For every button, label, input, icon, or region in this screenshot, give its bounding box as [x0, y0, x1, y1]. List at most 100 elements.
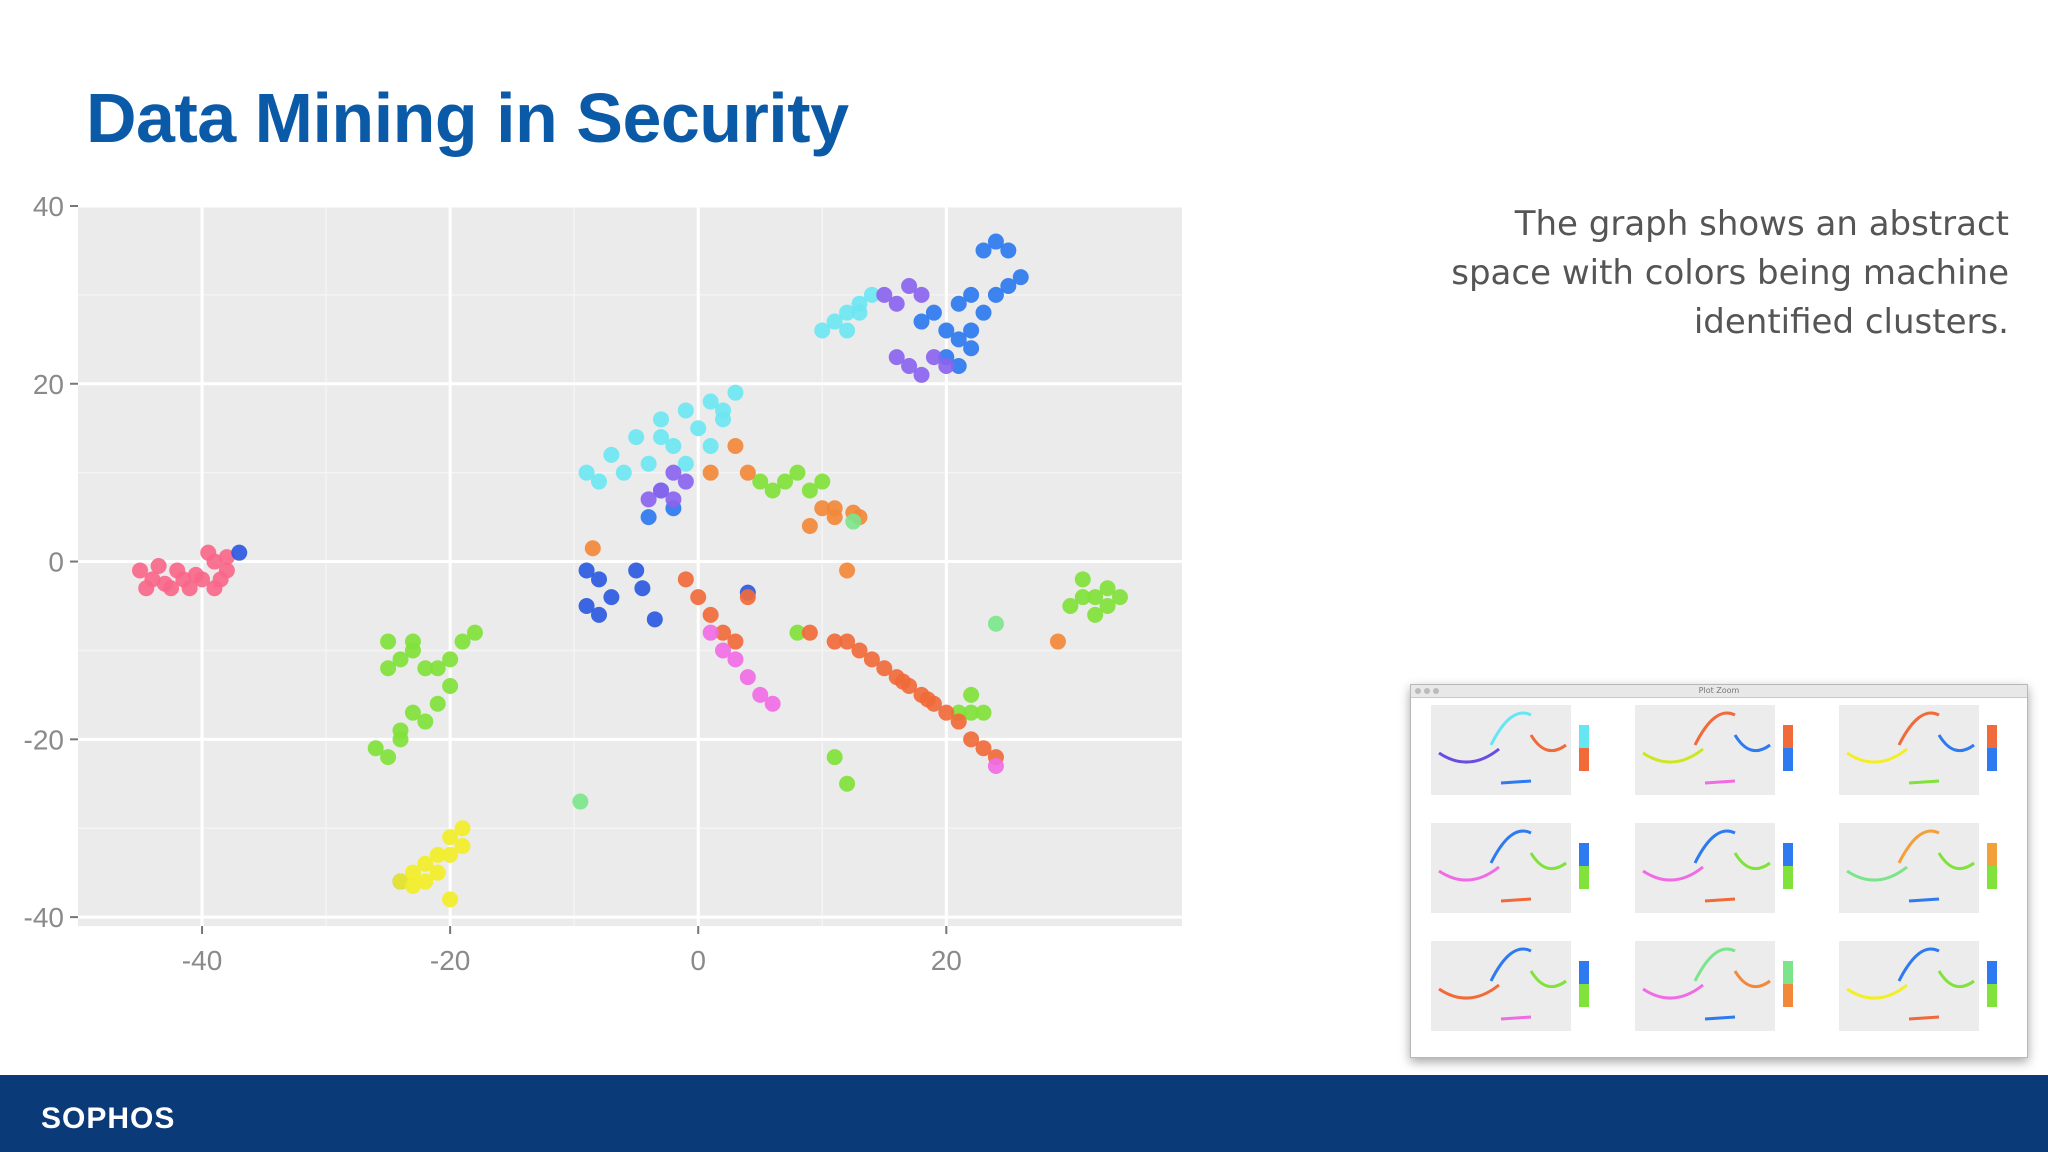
data-point: [392, 873, 409, 890]
axes: -40 -20 0 20 40 20 0 -20 -40: [24, 191, 962, 976]
data-point: [739, 669, 756, 686]
mini-curve: [1500, 897, 1532, 903]
data-point: [702, 464, 719, 481]
data-point: [975, 740, 992, 757]
data-point: [628, 562, 645, 579]
data-point: [727, 438, 744, 454]
mini-curve: [1846, 865, 1908, 882]
data-point: [727, 384, 744, 401]
data-point: [132, 562, 149, 579]
data-point: [429, 846, 446, 863]
data-point: [876, 286, 893, 303]
data-point: [801, 482, 818, 499]
caption-line: The graph shows an abstract: [1514, 204, 2009, 244]
data-point: [913, 286, 930, 303]
mini-legend-bar: [1783, 866, 1793, 889]
data-point: [578, 464, 595, 481]
data-point: [200, 544, 217, 561]
data-point: [690, 589, 707, 606]
data-point: [739, 589, 756, 606]
data-point: [702, 393, 719, 410]
slide-title: Data Mining in Security: [86, 79, 849, 157]
data-point: [206, 580, 223, 597]
data-point: [1087, 606, 1104, 623]
data-point: [665, 438, 682, 454]
data-point: [665, 491, 682, 508]
data-point: [963, 704, 980, 721]
data-point: [677, 473, 694, 490]
data-point: [578, 562, 595, 579]
mini-curve: [1642, 865, 1704, 882]
data-point: [218, 549, 235, 566]
data-point: [801, 624, 818, 641]
mini-curve: [1642, 747, 1704, 764]
data-point: [392, 731, 409, 748]
data-point: [640, 455, 657, 472]
mini-legend-bar: [1579, 866, 1589, 889]
data-point: [590, 606, 607, 623]
plot-grid-thumbnail-icon: [1431, 705, 1997, 1031]
data-point: [739, 464, 756, 481]
data-point: [963, 286, 980, 303]
data-point: [690, 420, 707, 437]
mini-plot: [1431, 823, 1589, 913]
data-point: [1087, 589, 1104, 606]
mini-curve: [1489, 711, 1532, 746]
data-point: [1111, 589, 1128, 606]
data-point: [653, 411, 670, 428]
data-point: [826, 633, 843, 650]
x-tick-label: 20: [931, 945, 962, 976]
data-point: [715, 642, 732, 659]
thumbnail-window-title: Plot Zoom: [1698, 686, 1740, 695]
data-point: [963, 686, 980, 703]
data-point: [646, 611, 663, 628]
plot-zoom-thumbnail: Plot Zoom: [1410, 684, 2028, 1058]
data-point: [777, 473, 794, 490]
mini-curve: [1693, 947, 1736, 982]
data-point: [814, 322, 831, 339]
data-point: [429, 864, 446, 881]
data-point: [367, 740, 384, 757]
data-point: [876, 660, 893, 677]
data-point: [839, 304, 856, 321]
mini-curve: [1908, 779, 1940, 785]
data-point: [851, 304, 868, 321]
data-point: [1099, 598, 1116, 614]
mini-plot: [1431, 941, 1589, 1031]
data-point: [839, 633, 856, 650]
mini-curve: [1733, 852, 1771, 871]
data-point: [901, 358, 918, 374]
data-point: [851, 642, 868, 659]
data-point: [417, 855, 434, 872]
data-point: [702, 624, 719, 641]
data-point: [987, 615, 1004, 632]
data-point: [963, 731, 980, 748]
data-point: [677, 455, 694, 472]
data-point: [839, 322, 856, 339]
mini-plot: [1635, 705, 1793, 795]
data-point: [653, 429, 670, 446]
data-point: [590, 473, 607, 490]
data-point: [429, 660, 446, 677]
data-point: [640, 509, 657, 526]
mini-curve: [1704, 897, 1736, 903]
data-point: [417, 873, 434, 890]
data-point: [442, 846, 459, 863]
data-point: [845, 513, 862, 530]
data-point: [950, 295, 967, 312]
data-point: [975, 242, 992, 259]
mini-curve: [1908, 897, 1940, 903]
data-point: [987, 286, 1004, 303]
mini-curve: [1937, 852, 1975, 871]
data-point: [789, 464, 806, 481]
data-point: [814, 500, 831, 517]
data-point: [615, 464, 632, 481]
caption: The graph shows an abstract space with c…: [1309, 200, 2009, 347]
data-point: [913, 366, 930, 383]
data-point: [814, 473, 831, 490]
data-point: [839, 562, 856, 579]
data-point: [987, 233, 1004, 250]
x-tick-label: 0: [690, 945, 706, 976]
mini-plot: [1839, 941, 1997, 1031]
